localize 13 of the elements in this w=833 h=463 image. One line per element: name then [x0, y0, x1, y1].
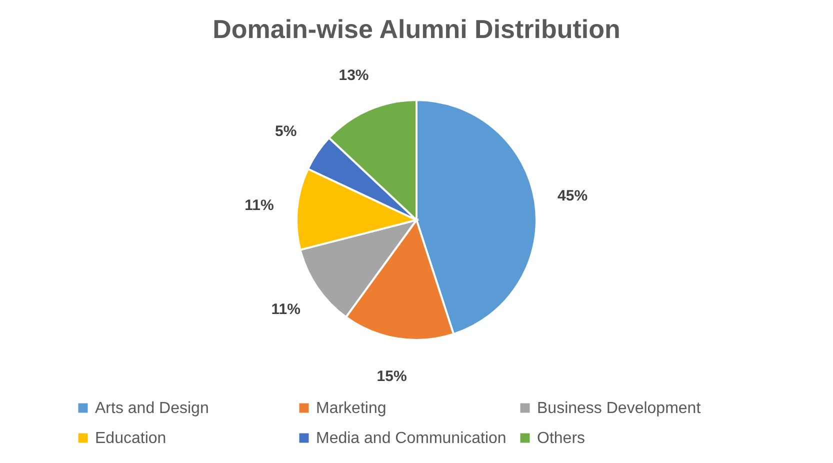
legend-label: Others — [537, 430, 586, 447]
legend-label: Education — [95, 430, 166, 447]
data-label: 13% — [338, 66, 369, 84]
legend-label: Business Development — [537, 400, 702, 417]
legend-label: Marketing — [316, 400, 386, 417]
legend-label: Arts and Design — [95, 400, 209, 417]
data-label: 11% — [271, 300, 300, 318]
legend-label: Media and Communication — [316, 430, 506, 447]
data-label: 5% — [274, 123, 297, 140]
chart-title: Domain-wise Alumni Distribution — [212, 14, 620, 44]
data-label: 11% — [244, 197, 274, 214]
data-label: 45% — [558, 187, 588, 204]
data-label: 15% — [376, 368, 407, 386]
